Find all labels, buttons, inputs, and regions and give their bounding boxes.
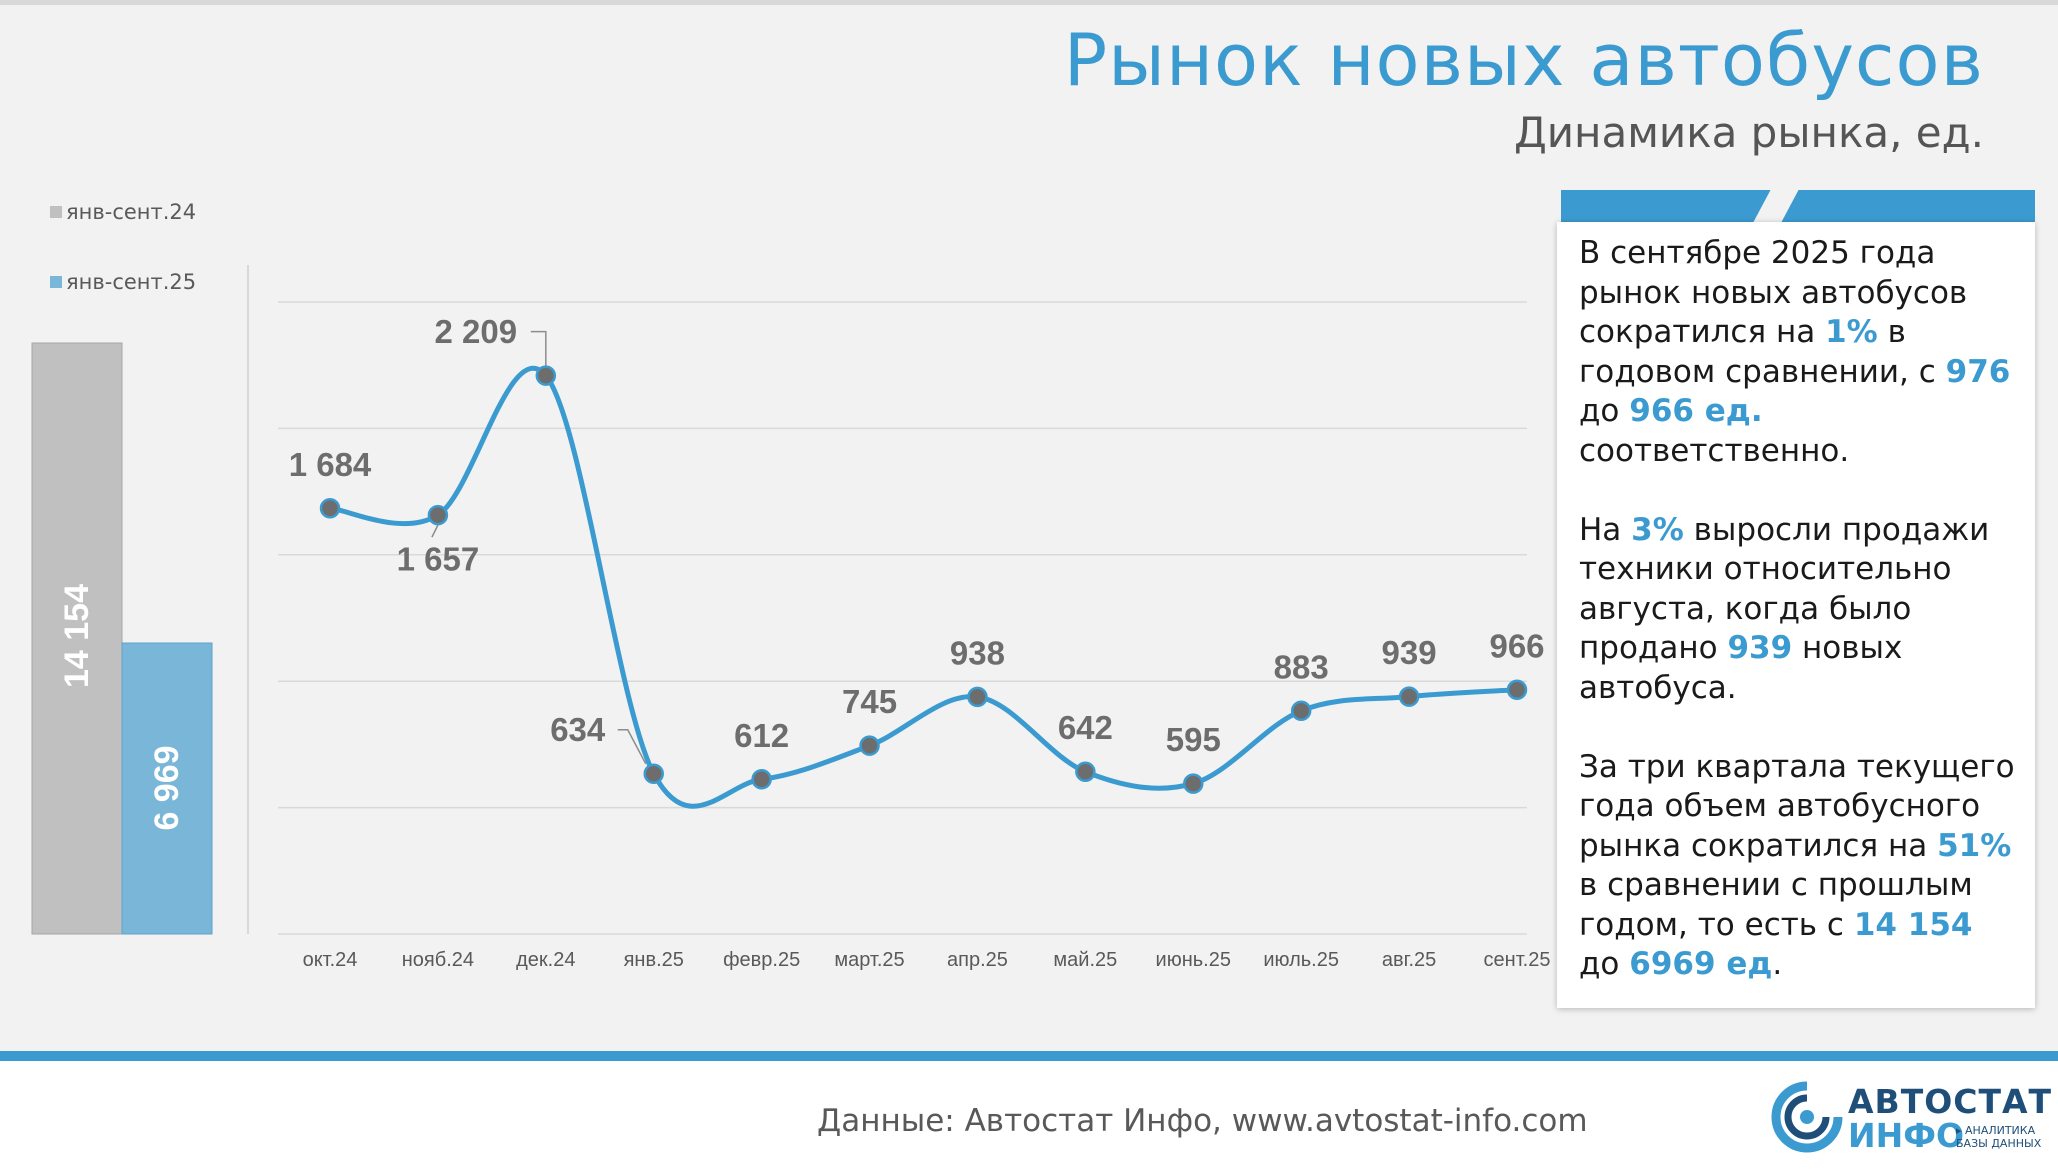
data-point-marker <box>1398 686 1420 707</box>
data-point-marker <box>967 686 988 708</box>
charts-canvas: 14 154 6 969 1 684 1 657 2 209 634 612 745 938 6… <box>31 265 1551 971</box>
infobox-highlight: 3% <box>1631 511 1684 548</box>
data-label: 634 <box>550 711 606 748</box>
infobox-text: в сравнении с прошлым годом, то есть с <box>1579 867 1973 943</box>
x-axis-tick-label: окт.24 <box>303 949 358 971</box>
label-leader-line <box>617 728 647 765</box>
data-label: 966 <box>1489 627 1544 664</box>
infobox-highlight: 1% <box>1825 314 1878 350</box>
infobox-text: На <box>1579 511 1632 548</box>
data-label: 1 684 <box>289 446 372 483</box>
line-chart-gridlines <box>278 301 1527 935</box>
x-axis-tick-label: июнь.25 <box>1156 949 1231 971</box>
infobox-highlight: 6969 ед <box>1629 946 1773 982</box>
infobox: В сентябре 2025 года рынок новых автобус… <box>1557 222 2035 1008</box>
comparison-bar <box>31 342 123 935</box>
infobox-text: в годовом сравнении, с <box>1579 314 1946 390</box>
avtostat-logo-icon <box>1771 1081 1843 1153</box>
x-axis-tick-label: дек.24 <box>516 949 575 971</box>
infobox-highlight: 51% <box>1937 827 2012 864</box>
label-leader-line <box>431 524 439 538</box>
data-label: 2 209 <box>435 313 518 350</box>
data-point-marker <box>1075 761 1096 782</box>
legend-item-curr: янв-сент.25 <box>50 270 196 294</box>
x-axis-tick-label: янв.25 <box>624 949 684 971</box>
top-divider <box>0 0 2058 5</box>
x-axis-tick-label: март.25 <box>834 949 904 971</box>
label-leader-line <box>530 330 547 366</box>
data-label: 1 657 <box>397 541 480 578</box>
infobox-highlight: 976 <box>1945 353 2011 390</box>
comparison-bar-value-label: 6 969 <box>148 745 186 830</box>
x-axis-tick-label: май.25 <box>1053 949 1117 971</box>
data-label: 745 <box>842 683 897 720</box>
infobox-text: до <box>1579 393 1630 429</box>
data-point-marker <box>1506 679 1528 701</box>
data-point-marker <box>859 735 880 756</box>
x-axis-tick-label: апр.25 <box>947 949 1008 971</box>
comparison-bar-value-label: 14 154 <box>58 584 96 688</box>
infobox-header-bar <box>1561 190 2035 222</box>
x-axis-tick-label: июль.25 <box>1263 949 1339 971</box>
x-axis-tick-label: нояб.24 <box>402 949 474 971</box>
infobox-text: В сентябре 2025 года рынок новых автобус… <box>1579 235 1968 350</box>
data-label: 939 <box>1382 634 1437 671</box>
data-label: 938 <box>950 634 1005 671</box>
avtostat-logo: АВТОСТАТ ИНФО ▸ АНАЛИТИКА БАЗЫ ДАННЫХ <box>1770 1080 2051 1160</box>
data-label: 595 <box>1166 721 1221 758</box>
footer <box>0 1061 2058 1172</box>
infobox-highlight: 939 <box>1727 630 1793 666</box>
infobox-highlight: 14 154 <box>1853 906 1973 943</box>
source-credit: Данные: Автостат Инфо, www.avtostat-info… <box>817 1103 1588 1139</box>
infobox-paragraph-2: На 3% выросли продажи техники относитель… <box>1579 511 2021 709</box>
infobox-paragraph-3: За три квартала текущего года объем авто… <box>1579 748 2021 985</box>
data-point-marker <box>427 504 449 526</box>
data-point-marker <box>1183 773 1204 794</box>
footer-stripe <box>0 1051 2058 1061</box>
data-label: 612 <box>734 717 789 754</box>
x-axis-tick-label: февр.25 <box>723 949 800 971</box>
logo-wordmark-bottom: ИНФО <box>1848 1116 1965 1155</box>
series-line <box>329 365 1518 809</box>
logo-wordmark-top: АВТОСТАТ <box>1848 1082 2053 1121</box>
legend-swatch-curr <box>50 276 62 288</box>
data-point-marker <box>643 763 664 784</box>
page-subtitle: Динамика рынка, ед. <box>1513 108 1984 157</box>
infobox-text: За три квартала текущего года объем авто… <box>1579 748 2015 864</box>
comparison-bar <box>121 642 213 935</box>
comparison-bar-chart: 14 154 6 969 <box>31 265 249 935</box>
infobox-paragraph-1: В сентябре 2025 года рынок новых автобус… <box>1579 234 2021 471</box>
legend-swatch-prev <box>50 206 62 218</box>
infobox-text: новых автобуса. <box>1579 630 1903 706</box>
legend-label-curr: янв-сент.25 <box>66 270 197 294</box>
infobox-highlight: 966 ед. <box>1629 393 1763 429</box>
line-chart-x-axis: окт.24 нояб.24 дек.24 янв.25 февр.25 март.25 а… <box>303 949 1551 971</box>
legend-label-prev: янв-сент.24 <box>66 200 197 224</box>
line-chart: 1 684 1 657 2 209 634 612 745 938 642 595 883 939 9… <box>289 313 1545 809</box>
data-label: 642 <box>1058 709 1113 746</box>
infobox-text: соответственно. <box>1579 432 1850 469</box>
x-axis-tick-label: сент.25 <box>1484 949 1551 971</box>
x-axis-tick-label: авг.25 <box>1382 949 1436 971</box>
page-title: Рынок новых автобусов <box>1063 18 1984 102</box>
data-label: 883 <box>1274 648 1329 685</box>
infobox-text: . <box>1772 946 1783 982</box>
data-point-marker <box>1290 700 1312 722</box>
data-point-marker <box>535 365 557 386</box>
data-point-marker <box>751 769 772 790</box>
data-point-marker <box>319 498 341 519</box>
infobox-text: до <box>1579 946 1630 982</box>
infobox-text: выросли продажи техники относительно авг… <box>1579 511 1990 667</box>
legend-item-prev: янв-сент.24 <box>50 200 196 224</box>
logo-tagline: ▸ АНАЛИТИКА БАЗЫ ДАННЫХ <box>1956 1124 2042 1150</box>
